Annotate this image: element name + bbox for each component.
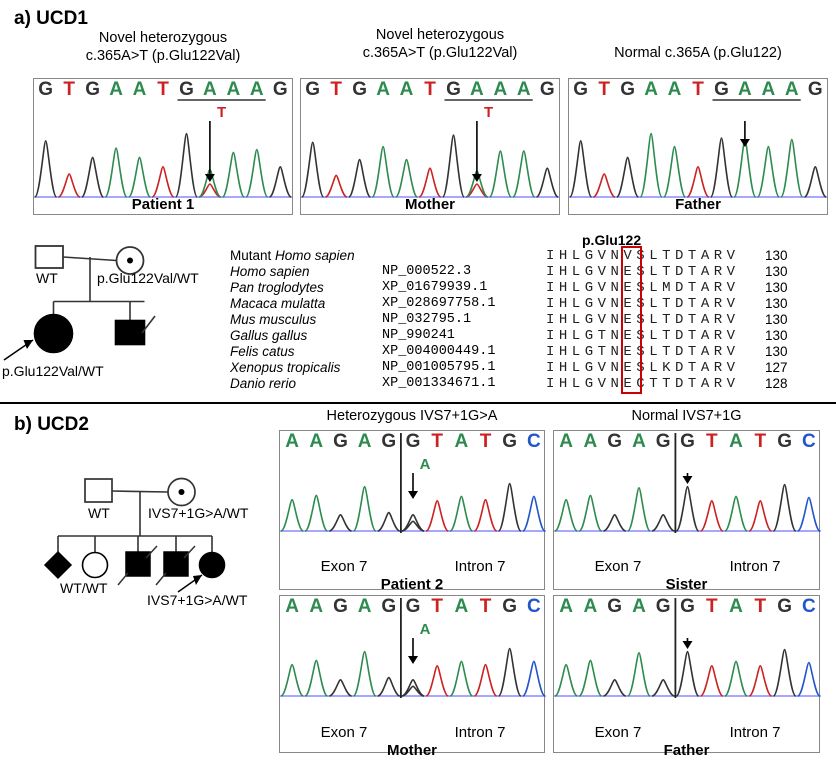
svg-text:C: C (802, 596, 816, 617)
svg-text:G: G (406, 596, 421, 617)
svg-text:G: G (502, 596, 517, 617)
svg-text:T: T (480, 431, 492, 452)
svg-text:G: G (656, 596, 671, 617)
svg-text:G: G (333, 596, 348, 617)
svg-text:A: A (455, 431, 469, 452)
svg-text:G: G (680, 431, 695, 452)
svg-text:C: C (527, 596, 541, 617)
svg-text:T: T (754, 431, 766, 452)
svg-text:G: G (381, 431, 396, 452)
svg-text:G: G (607, 596, 622, 617)
svg-text:A: A (358, 596, 372, 617)
svg-text:A: A (632, 596, 646, 617)
svg-text:A: A (420, 621, 431, 638)
svg-text:T: T (480, 596, 492, 617)
svg-text:C: C (802, 431, 816, 452)
svg-text:G: G (777, 431, 792, 452)
svg-text:T: T (706, 431, 718, 452)
svg-text:G: G (777, 596, 792, 617)
svg-text:T: T (431, 596, 443, 617)
svg-text:G: G (406, 431, 421, 452)
svg-text:G: G (333, 431, 348, 452)
svg-text:T: T (754, 596, 766, 617)
svg-text:A: A (455, 596, 469, 617)
svg-text:A: A (559, 431, 573, 452)
svg-text:A: A (559, 596, 573, 617)
svg-text:T: T (706, 596, 718, 617)
svg-text:A: A (584, 431, 598, 452)
svg-text:T: T (431, 431, 443, 452)
svg-text:A: A (285, 431, 299, 452)
svg-text:G: G (656, 431, 671, 452)
svg-text:G: G (607, 431, 622, 452)
svg-text:A: A (632, 431, 646, 452)
svg-text:A: A (584, 596, 598, 617)
svg-text:G: G (502, 431, 517, 452)
svg-text:A: A (729, 596, 743, 617)
svg-text:A: A (309, 596, 323, 617)
svg-text:G: G (381, 596, 396, 617)
svg-text:A: A (729, 431, 743, 452)
svg-text:C: C (527, 431, 541, 452)
svg-text:A: A (358, 431, 372, 452)
svg-text:G: G (680, 596, 695, 617)
svg-text:A: A (309, 431, 323, 452)
svg-text:A: A (420, 456, 431, 473)
svg-text:A: A (285, 596, 299, 617)
